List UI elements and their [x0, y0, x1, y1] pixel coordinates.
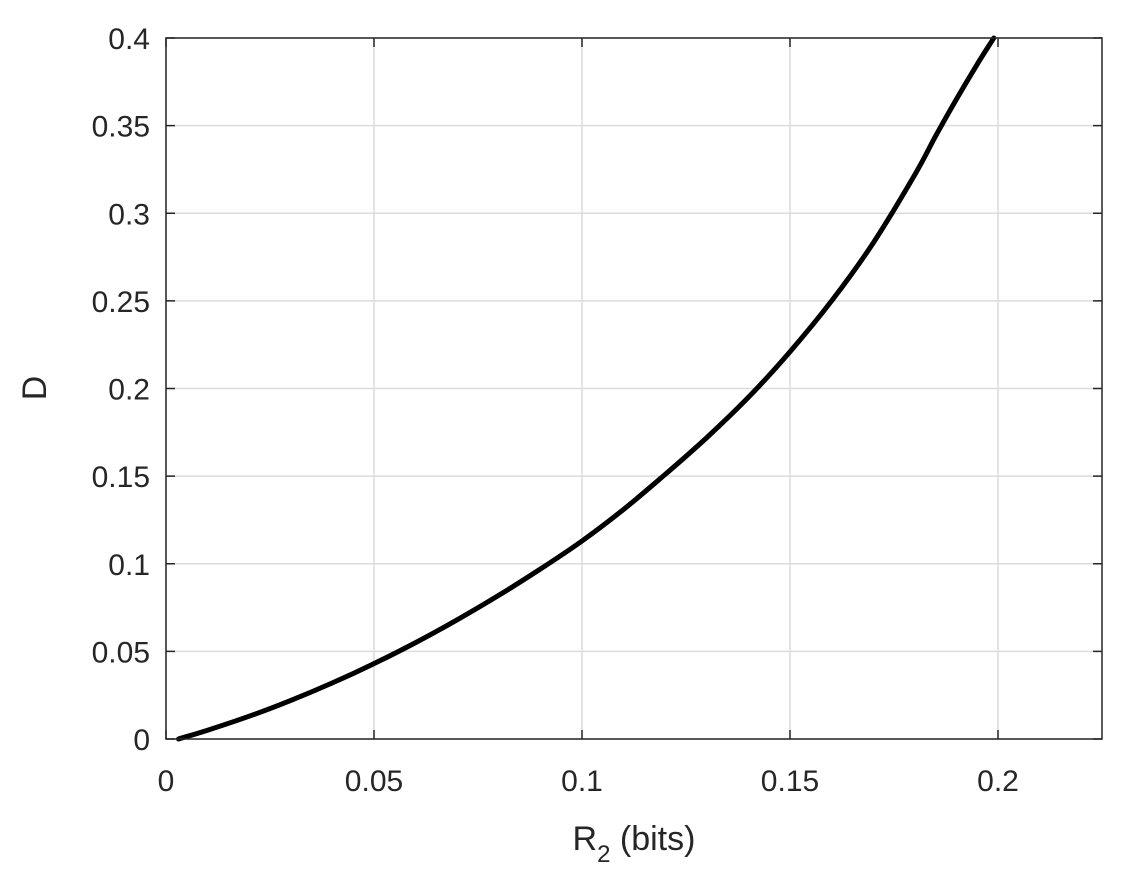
x-tick-label: 0.15: [761, 765, 819, 798]
y-tick-label: 0: [133, 724, 150, 757]
grid-lines: [165, 37, 1102, 740]
y-tick-label: 0.1: [108, 549, 150, 582]
y-tick-labels: 0 0.05 0.1 0.15 0.2 0.25 0.3 0.35 0.4: [92, 23, 150, 757]
y-tick-label: 0.3: [108, 198, 150, 231]
y-tick-label: 0.05: [92, 636, 150, 669]
plot-area: [176, 35, 997, 742]
x-tick-label: 0: [158, 765, 175, 798]
y-tick-label: 0.15: [92, 461, 150, 494]
tick-marks: [165, 37, 1102, 740]
y-tick-label: 0.35: [92, 111, 150, 144]
x-tick-labels: 0 0.05 0.1 0.15 0.2: [158, 765, 1019, 798]
x-tick-label: 0.1: [561, 765, 603, 798]
x-tick-label: 0.05: [345, 765, 403, 798]
y-tick-label: 0.4: [108, 23, 150, 56]
x-tick-label: 0.2: [977, 765, 1019, 798]
x-axis-label: R2 (bits): [573, 820, 696, 868]
y-tick-label: 0.2: [108, 374, 150, 407]
y-tick-label: 0.25: [92, 286, 150, 319]
series-line: [176, 35, 997, 742]
y-axis-label: D: [16, 376, 54, 401]
